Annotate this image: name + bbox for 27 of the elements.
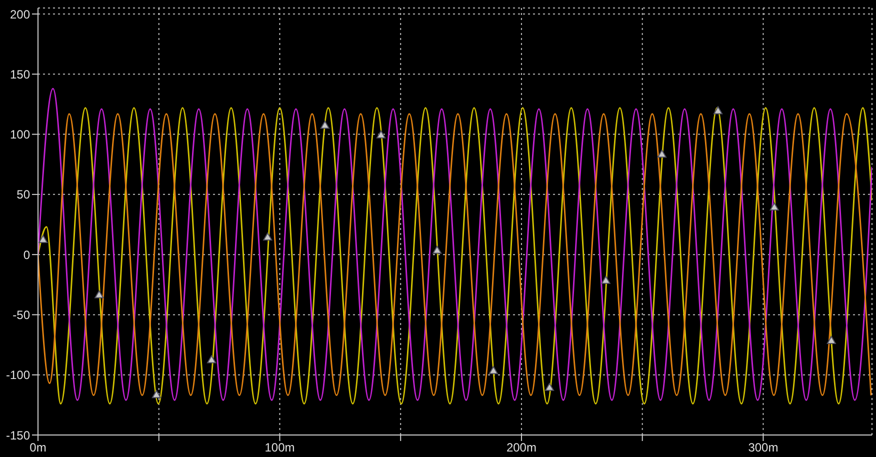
point [432,246,442,254]
x-tick-label: 200m [506,440,536,455]
point [601,276,610,284]
point [657,150,666,158]
point [826,336,836,344]
y-tick-label: 150 [10,67,30,82]
point [263,232,272,241]
point [38,235,48,243]
x-tick-label: 300m [748,440,778,455]
point [152,390,161,398]
point [488,366,498,374]
x-tick-label: 100m [264,440,295,455]
y-tick-label: 200 [10,7,30,22]
x-tick-label: 0m [30,440,46,455]
y-tick-label: -150 [6,428,30,442]
point [770,202,779,210]
point [545,382,554,391]
y-tick-label: -100 [6,368,30,382]
y-tick-label: 100 [10,128,30,142]
point [94,290,104,298]
point [713,106,723,114]
y-tick-label: -50 [12,308,30,322]
point [376,130,386,138]
y-tick-label: 50 [16,188,30,202]
point [207,355,216,364]
y-tick-label: 0 [23,248,30,262]
point [320,120,330,129]
